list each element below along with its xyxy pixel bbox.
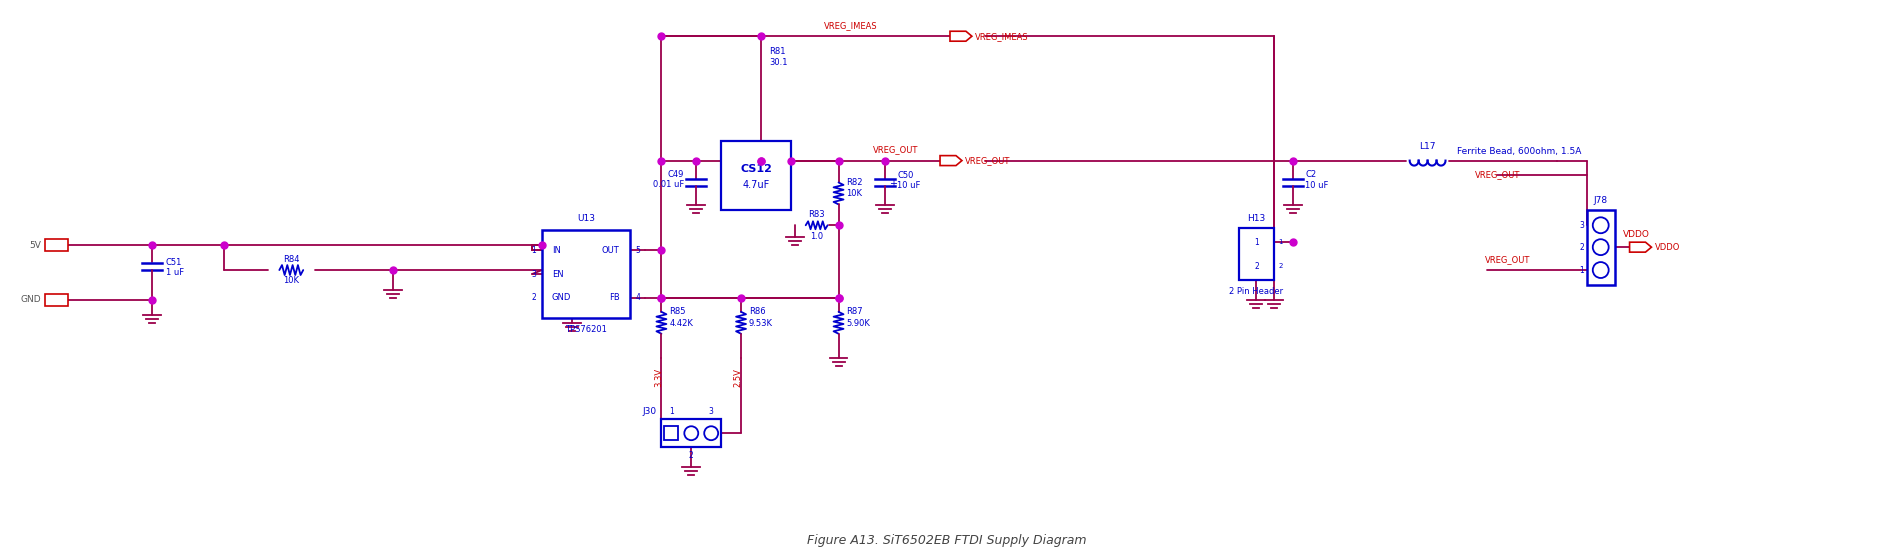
Text: C2: C2 [1304,170,1316,179]
Text: VREG_OUT: VREG_OUT [965,156,1011,165]
Text: 2: 2 [1253,262,1259,271]
Text: C49: C49 [668,170,683,179]
Text: 2: 2 [1278,263,1283,269]
Text: VDDO: VDDO [1654,243,1679,252]
Text: R82: R82 [846,178,863,187]
Text: 3: 3 [708,407,714,416]
Text: C51: C51 [167,257,182,267]
Text: 4.42K: 4.42K [670,319,693,328]
Text: 1: 1 [668,407,674,416]
Text: 2: 2 [532,294,536,302]
Text: C50: C50 [897,171,914,180]
Circle shape [1592,239,1609,255]
Bar [45,294,68,306]
Circle shape [1592,262,1609,278]
Text: VREG_OUT: VREG_OUT [873,145,918,154]
Text: VREG_OUT: VREG_OUT [1484,256,1530,265]
Text: J30: J30 [642,407,657,416]
Text: VDDO: VDDO [1622,229,1649,239]
Text: R81: R81 [769,47,786,56]
Text: 30.1: 30.1 [769,57,787,67]
Text: R84: R84 [284,255,299,263]
Text: R87: R87 [846,307,863,316]
Bar [721,141,791,211]
Bar [1238,228,1274,280]
Bar [661,419,721,447]
Text: R85: R85 [670,307,685,316]
Text: 1.0: 1.0 [810,232,823,241]
Text: 4.7uF: 4.7uF [742,180,770,190]
Text: 5.90K: 5.90K [846,319,871,328]
Text: 1: 1 [1253,238,1259,247]
Text: VREG_IMEAS: VREG_IMEAS [975,32,1028,41]
Text: U13: U13 [577,214,594,223]
Polygon shape [950,31,971,41]
Text: R83: R83 [808,210,825,219]
Text: CS12: CS12 [740,164,772,174]
Text: +: + [890,179,901,189]
Text: R86: R86 [750,307,765,316]
Text: 1: 1 [1278,239,1283,245]
Circle shape [704,426,717,440]
Bar [664,426,678,440]
Text: 3.3V: 3.3V [653,368,663,387]
Text: 4: 4 [636,294,640,302]
Text: H13: H13 [1247,214,1266,223]
Circle shape [683,426,699,440]
Text: IN: IN [553,246,560,255]
Text: 5V: 5V [30,241,42,250]
Text: OUT: OUT [602,246,619,255]
Text: 2: 2 [689,451,693,460]
Text: TPS76201: TPS76201 [564,325,608,334]
Polygon shape [1630,242,1651,252]
Text: Figure A13. SiT6502EB FTDI Supply Diagram: Figure A13. SiT6502EB FTDI Supply Diagra… [806,534,1087,547]
Text: Ferrite Bead, 600ohm, 1.5A: Ferrite Bead, 600ohm, 1.5A [1458,147,1583,156]
Text: 0.01 uF: 0.01 uF [653,180,683,189]
Text: 1: 1 [1579,266,1584,275]
Text: J78: J78 [1594,196,1607,205]
Text: 1 uF: 1 uF [167,267,184,276]
Text: FB: FB [610,294,619,302]
Text: 2.5V: 2.5V [734,368,742,387]
Text: 2: 2 [1579,243,1584,252]
Text: VREG_OUT: VREG_OUT [1475,170,1520,179]
Text: 3: 3 [1579,221,1584,230]
Text: 10 uF: 10 uF [1304,181,1329,190]
Text: 2 Pin Header: 2 Pin Header [1229,287,1283,296]
Text: 10K: 10K [846,189,863,198]
Text: 3: 3 [532,270,536,278]
Text: 10 uF: 10 uF [897,181,920,190]
Text: GND: GND [553,294,572,302]
Bar [1586,211,1615,285]
Circle shape [1592,217,1609,233]
Text: EN: EN [553,270,564,278]
Bar [541,230,630,318]
Text: VREG_IMEAS: VREG_IMEAS [823,21,876,30]
Text: L17: L17 [1420,142,1435,151]
Text: 9.53K: 9.53K [750,319,772,328]
Text: 10K: 10K [284,276,299,286]
Text: GND: GND [21,295,42,304]
Bar [45,239,68,251]
Polygon shape [941,155,962,165]
Text: 5: 5 [636,246,640,255]
Text: 1: 1 [532,246,536,255]
